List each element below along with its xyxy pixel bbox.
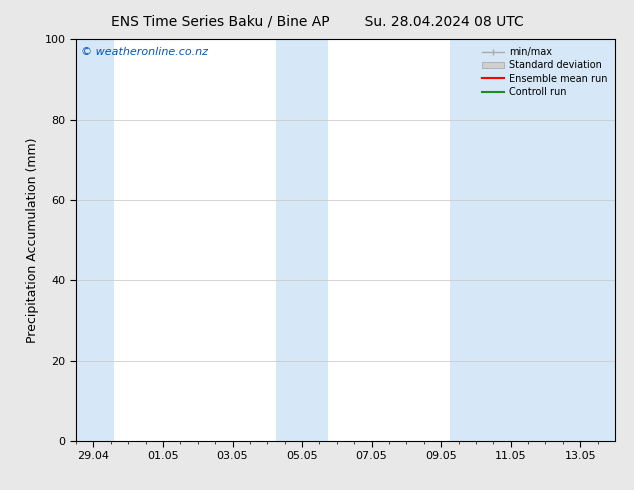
Text: © weatheronline.co.nz: © weatheronline.co.nz xyxy=(81,47,209,57)
Bar xyxy=(276,39,328,441)
Y-axis label: Precipitation Accumulation (mm): Precipitation Accumulation (mm) xyxy=(26,137,39,343)
Bar xyxy=(76,39,114,441)
Text: ENS Time Series Baku / Bine AP        Su. 28.04.2024 08 UTC: ENS Time Series Baku / Bine AP Su. 28.04… xyxy=(110,15,524,29)
Legend: min/max, Standard deviation, Ensemble mean run, Controll run: min/max, Standard deviation, Ensemble me… xyxy=(479,44,610,100)
Bar xyxy=(450,39,615,441)
